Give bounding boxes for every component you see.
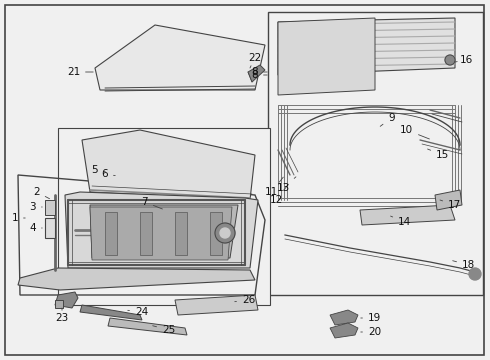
Polygon shape bbox=[82, 130, 255, 200]
Text: 12: 12 bbox=[270, 184, 288, 205]
Polygon shape bbox=[108, 318, 187, 335]
Text: 18: 18 bbox=[453, 260, 475, 270]
Polygon shape bbox=[435, 190, 462, 210]
Bar bbox=[58, 128, 270, 305]
Circle shape bbox=[220, 228, 230, 238]
Polygon shape bbox=[175, 212, 187, 255]
Circle shape bbox=[215, 223, 235, 243]
Text: 11: 11 bbox=[265, 177, 283, 197]
Polygon shape bbox=[248, 65, 265, 82]
Text: 3: 3 bbox=[29, 202, 42, 212]
Text: 19: 19 bbox=[361, 313, 381, 323]
Polygon shape bbox=[80, 305, 142, 320]
Bar bbox=[55, 300, 63, 308]
Text: 1: 1 bbox=[11, 213, 25, 223]
Polygon shape bbox=[95, 25, 265, 90]
Polygon shape bbox=[65, 192, 258, 268]
Polygon shape bbox=[45, 200, 55, 215]
Polygon shape bbox=[278, 18, 455, 75]
Bar bbox=[45, 218, 55, 238]
Polygon shape bbox=[175, 295, 258, 315]
Polygon shape bbox=[90, 205, 238, 258]
Text: 21: 21 bbox=[67, 67, 93, 77]
Text: 8: 8 bbox=[251, 67, 267, 77]
Polygon shape bbox=[330, 310, 358, 325]
Text: 10: 10 bbox=[400, 125, 429, 139]
Text: 2: 2 bbox=[33, 187, 49, 199]
Polygon shape bbox=[55, 292, 78, 308]
Polygon shape bbox=[210, 212, 222, 255]
Text: 16: 16 bbox=[455, 55, 473, 65]
Text: 13: 13 bbox=[277, 177, 296, 193]
Circle shape bbox=[445, 55, 455, 65]
Text: 20: 20 bbox=[361, 327, 381, 337]
Polygon shape bbox=[140, 212, 152, 255]
Polygon shape bbox=[278, 18, 375, 95]
Text: 17: 17 bbox=[440, 200, 461, 210]
Polygon shape bbox=[360, 205, 455, 225]
Text: 8: 8 bbox=[251, 70, 267, 80]
Text: 26: 26 bbox=[235, 295, 255, 305]
Polygon shape bbox=[330, 323, 358, 338]
Text: 5: 5 bbox=[91, 165, 105, 175]
Text: 9: 9 bbox=[380, 113, 394, 126]
Text: 7: 7 bbox=[142, 197, 162, 209]
Text: 4: 4 bbox=[29, 223, 42, 233]
Polygon shape bbox=[90, 207, 232, 260]
Text: 24: 24 bbox=[128, 307, 148, 317]
Polygon shape bbox=[18, 268, 255, 290]
Bar bbox=[268, 12, 483, 295]
Text: 22: 22 bbox=[248, 53, 261, 68]
Text: 14: 14 bbox=[391, 216, 411, 227]
Text: 25: 25 bbox=[153, 325, 175, 335]
Text: 15: 15 bbox=[428, 149, 449, 160]
Polygon shape bbox=[105, 212, 117, 255]
Text: 23: 23 bbox=[55, 308, 69, 323]
Text: 6: 6 bbox=[101, 169, 115, 179]
Circle shape bbox=[469, 268, 481, 280]
